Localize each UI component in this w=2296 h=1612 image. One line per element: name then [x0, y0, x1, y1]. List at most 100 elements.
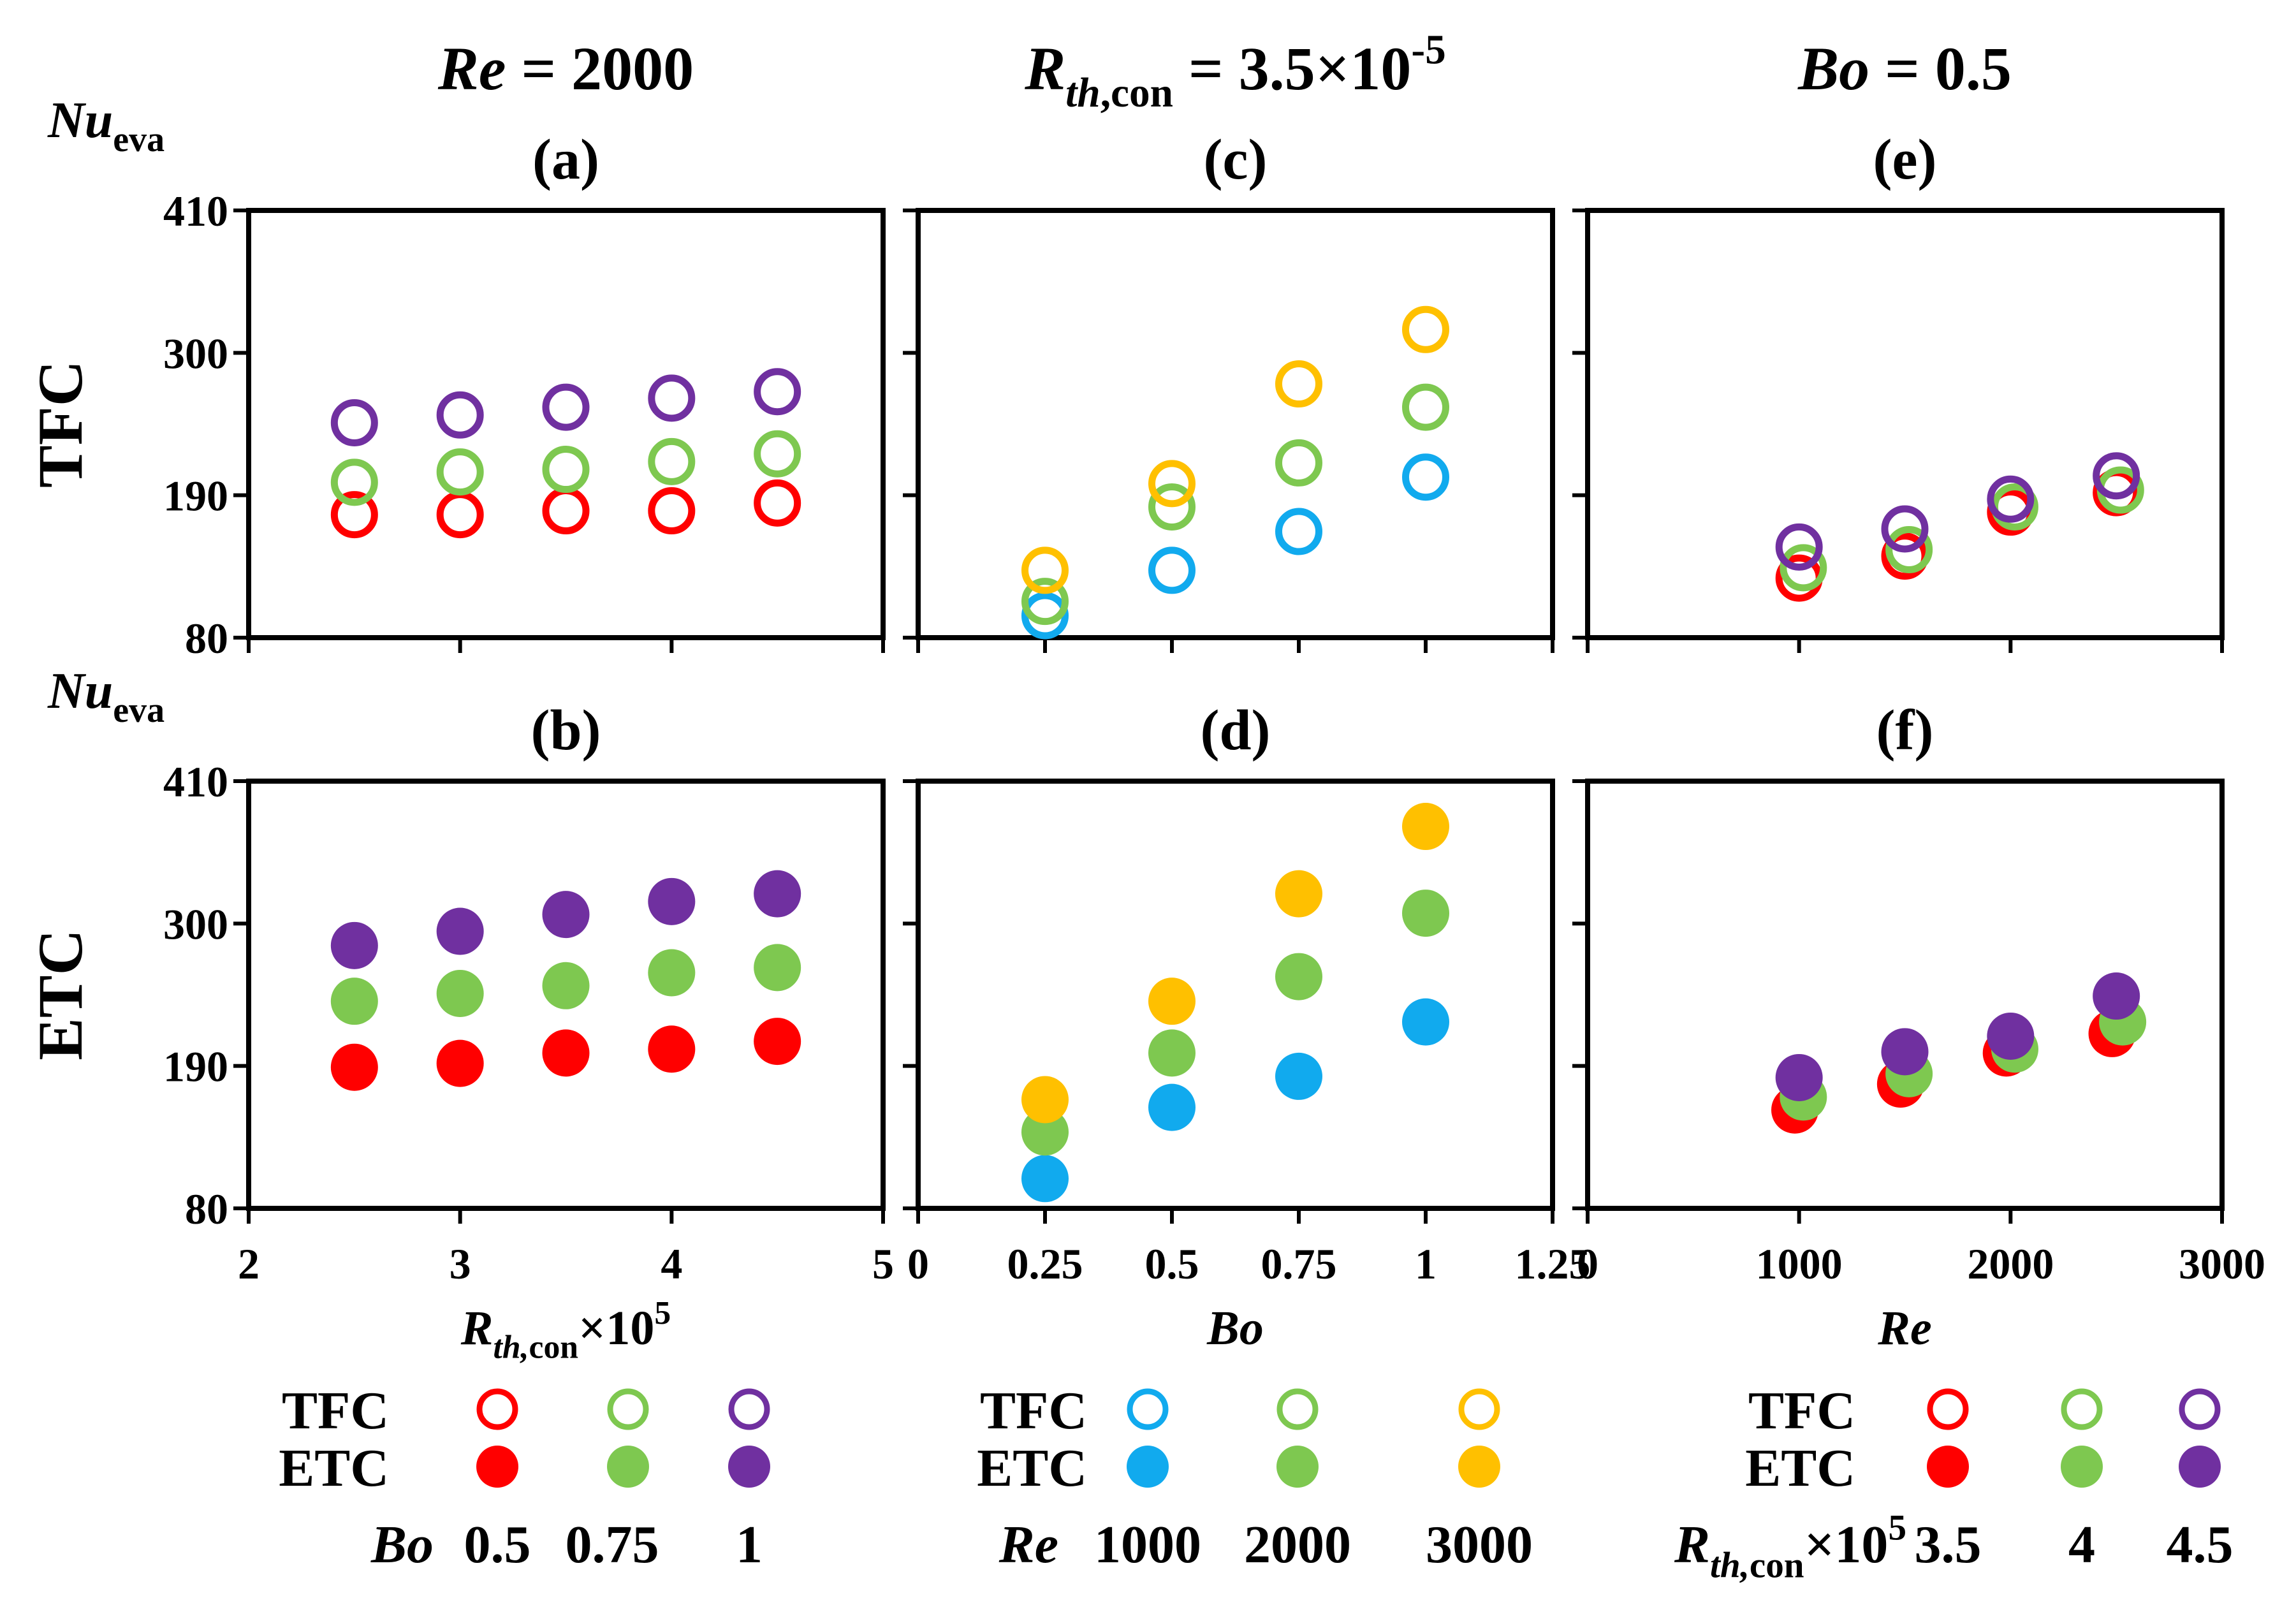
point-a-s1-2: [436, 491, 484, 539]
legend-marker-open-2: [607, 1388, 649, 1430]
point-a-s3-3: [542, 383, 590, 431]
legend-marker-filled-1: [476, 1446, 518, 1488]
point-d-s1-1: [1021, 1155, 1069, 1203]
y-tick-label: 410: [163, 187, 228, 235]
point-b-s3-1: [330, 921, 378, 969]
legend-variable-label: Bo: [370, 1515, 434, 1574]
legend-marker-open-1: [476, 1388, 518, 1430]
panel-title-b: (b): [531, 699, 601, 762]
legend-marker-open-3: [2179, 1388, 2221, 1430]
y-tick-label: 80: [185, 614, 228, 663]
point-c-s2-2: [1148, 483, 1196, 531]
point-c-s2-4: [1402, 383, 1449, 431]
legend-row-label-etc: ETC: [977, 1439, 1087, 1498]
legend-marker-filled-1: [1927, 1446, 1969, 1488]
point-b-s1-2: [436, 1039, 484, 1087]
legend-value-label: 0.75: [566, 1515, 659, 1574]
legend-marker-filled-2: [1276, 1446, 1319, 1488]
panel-title-a: (a): [532, 128, 599, 191]
point-b-s2-3: [542, 962, 590, 1009]
panel-a: (a) 80 190 300 410: [163, 128, 886, 663]
point-a-s2-3: [542, 446, 590, 494]
legend-value-label: 1000: [1094, 1515, 1201, 1574]
point-a-s2-1: [330, 458, 378, 506]
point-d-s2-2: [1148, 1029, 1196, 1077]
panel-title-d: (d): [1201, 699, 1271, 762]
legend-variable-label: Rth,con×105: [1674, 1508, 1906, 1586]
x-tick-label: 0.25: [1007, 1240, 1083, 1288]
panel-frame-f: [1585, 779, 2225, 1211]
point-c-s1-4: [1402, 453, 1449, 501]
point-a-s2-2: [436, 448, 484, 496]
point-b-s3-4: [648, 877, 696, 925]
x-tick-label: 2: [238, 1240, 260, 1288]
y-tick-label: 190: [163, 1043, 228, 1091]
point-a-s1-3: [542, 487, 590, 535]
column-title-1: Re = 2000: [437, 34, 694, 103]
point-a-s1-1: [330, 491, 378, 539]
panel-frame-a: [246, 208, 886, 640]
point-d-s2-1: [1021, 1108, 1069, 1156]
x-axis-label-1: Rth,con×105: [460, 1295, 671, 1365]
point-e-s3-1: [1775, 523, 1823, 571]
row-label-etc: ETC: [25, 929, 96, 1060]
x-tick-label: 0: [1577, 1240, 1598, 1288]
legend-row-label-etc: ETC: [279, 1439, 389, 1498]
point-f-s3-3: [1987, 1012, 2035, 1060]
point-b-s1-3: [542, 1029, 590, 1077]
panel-title-e: (e): [1873, 128, 1937, 191]
point-b-s1-5: [754, 1018, 801, 1066]
panel-b: (b) 80 190 300 410 2 3 4 5: [163, 699, 894, 1288]
y-axis-label-nu-eva-2: Nueva: [47, 663, 165, 730]
axis-labels: Nueva Nueva TFC ETC Rth,con×105 Bo Re: [25, 92, 1932, 1365]
y-tick-label: 300: [163, 900, 228, 948]
point-c-s3-3: [1275, 360, 1322, 408]
x-tick-label: 0.75: [1261, 1240, 1337, 1288]
legend-marker-filled-2: [607, 1446, 649, 1488]
y-tick-label: 410: [163, 758, 228, 806]
point-b-s3-5: [754, 870, 801, 918]
column-titles: Re = 2000 Rth,con = 3.5×10-5 Bo = 0.5: [437, 27, 2012, 116]
point-d-s1-3: [1275, 1052, 1322, 1100]
panel-frame-e: [1585, 208, 2225, 640]
point-d-s2-3: [1275, 953, 1322, 1000]
point-a-s2-5: [754, 430, 801, 478]
point-f-s3-4: [2093, 972, 2140, 1020]
legend-row-label-etc: ETC: [1745, 1439, 1855, 1498]
legend-row-label-tfc: TFC: [282, 1381, 389, 1440]
point-c-s3-2: [1148, 460, 1196, 508]
point-c-s1-1: [1021, 592, 1069, 640]
legend-marker-open-3: [1458, 1388, 1500, 1430]
panel-c: (c): [903, 128, 1555, 653]
column-title-3: Bo = 0.5: [1797, 34, 2012, 103]
legend-marker-filled-3: [1458, 1446, 1500, 1488]
legend-value-label: 4: [2068, 1515, 2095, 1574]
legend-marker-filled-1: [1127, 1446, 1169, 1488]
legend-value-label: 4.5: [2167, 1515, 2234, 1574]
point-d-s1-4: [1402, 998, 1449, 1046]
point-e-s3-2: [1881, 505, 1929, 553]
panel-frame-d: [916, 779, 1555, 1211]
legend-marker-filled-2: [2061, 1446, 2103, 1488]
point-e-s2-1: [1780, 544, 1827, 592]
legend-marker-open-1: [1127, 1388, 1169, 1430]
x-tick-label: 3000: [2179, 1240, 2265, 1288]
legend-value-label: 0.5: [464, 1515, 531, 1574]
point-b-s1-1: [330, 1043, 378, 1091]
panel-title-c: (c): [1204, 128, 1268, 191]
point-d-s3-1: [1021, 1076, 1069, 1124]
y-axis-label-nu-eva-1: Nueva: [47, 92, 165, 159]
point-b-s1-4: [648, 1025, 696, 1073]
column-title-2: Rth,con = 3.5×10-5: [1024, 27, 1445, 116]
point-c-s3-4: [1402, 305, 1449, 353]
panel-frame-b: [246, 779, 886, 1211]
row-label-tfc: TFC: [25, 360, 96, 488]
point-a-s2-4: [648, 437, 696, 485]
x-tick-label: 1.25: [1515, 1240, 1591, 1288]
x-tick-label: 5: [872, 1240, 894, 1288]
legend-marker-filled-3: [2179, 1446, 2221, 1488]
y-tick-label: 300: [163, 329, 228, 377]
